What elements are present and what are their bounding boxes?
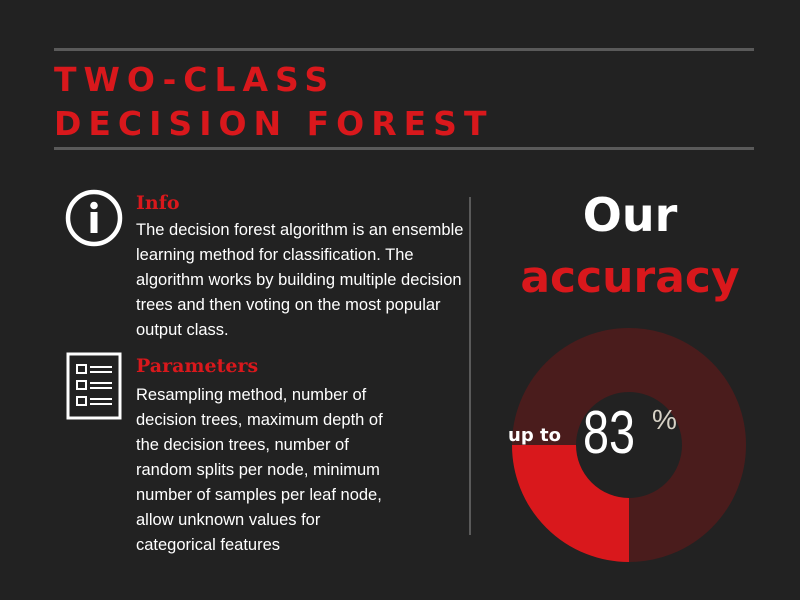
donut-highlight-segment bbox=[512, 443, 631, 562]
title-line-1: TWO-CLASS bbox=[54, 60, 336, 99]
accuracy-donut bbox=[512, 328, 746, 562]
parameters-text: Resampling method, number of decision tr… bbox=[136, 386, 383, 554]
accuracy-unit: % bbox=[652, 404, 677, 435]
accuracy-prefix: up to bbox=[508, 425, 561, 446]
top-rule bbox=[54, 48, 754, 51]
bottom-rule bbox=[54, 147, 754, 150]
page-title: TWO-CLASS DECISION FOREST bbox=[54, 58, 754, 146]
document-list-icon bbox=[66, 352, 122, 420]
info-text: The decision forest algorithm is an ense… bbox=[136, 221, 464, 339]
accuracy-heading-line-1: Our bbox=[582, 188, 678, 242]
info-icon bbox=[65, 189, 123, 247]
vertical-divider bbox=[469, 197, 471, 535]
parameters-heading: Parameters bbox=[136, 355, 259, 377]
accuracy-heading-line-2: accuracy bbox=[520, 252, 740, 303]
info-heading: Info bbox=[136, 192, 180, 214]
title-line-2: DECISION FOREST bbox=[54, 104, 494, 143]
accuracy-value: 83 bbox=[583, 399, 636, 466]
